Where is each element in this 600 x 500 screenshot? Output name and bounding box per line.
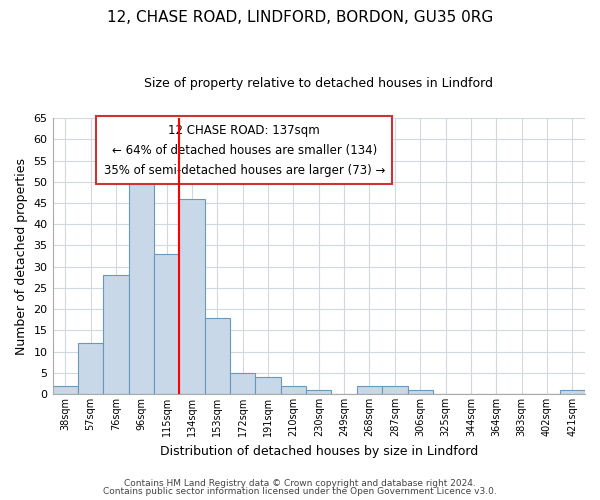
Bar: [230, 373, 256, 394]
Bar: [78, 343, 103, 394]
Bar: [382, 386, 407, 394]
Bar: [128, 165, 154, 394]
Text: 12 CHASE ROAD: 137sqm
← 64% of detached houses are smaller (134)
35% of semi-det: 12 CHASE ROAD: 137sqm ← 64% of detached …: [104, 124, 385, 176]
X-axis label: Distribution of detached houses by size in Lindford: Distribution of detached houses by size …: [160, 444, 478, 458]
Bar: [560, 390, 585, 394]
Bar: [154, 254, 179, 394]
Bar: [306, 390, 331, 394]
Text: Contains public sector information licensed under the Open Government Licence v3: Contains public sector information licen…: [103, 487, 497, 496]
Bar: [357, 386, 382, 394]
Bar: [256, 377, 281, 394]
Text: 12, CHASE ROAD, LINDFORD, BORDON, GU35 0RG: 12, CHASE ROAD, LINDFORD, BORDON, GU35 0…: [107, 10, 493, 25]
Bar: [179, 198, 205, 394]
Bar: [281, 386, 306, 394]
Bar: [103, 275, 128, 394]
Bar: [205, 318, 230, 394]
Title: Size of property relative to detached houses in Lindford: Size of property relative to detached ho…: [144, 78, 493, 90]
Y-axis label: Number of detached properties: Number of detached properties: [15, 158, 28, 354]
Text: Contains HM Land Registry data © Crown copyright and database right 2024.: Contains HM Land Registry data © Crown c…: [124, 478, 476, 488]
Bar: [53, 386, 78, 394]
Bar: [407, 390, 433, 394]
